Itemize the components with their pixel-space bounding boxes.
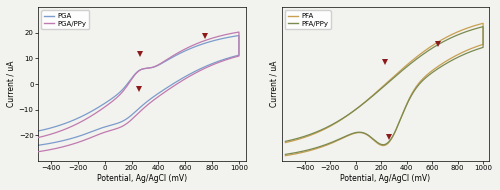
X-axis label: Potential, Ag/AgCl (mV): Potential, Ag/AgCl (mV) [96,174,187,183]
X-axis label: Potential, Ag/AgCl (mV): Potential, Ag/AgCl (mV) [340,174,430,183]
Y-axis label: Current / uA: Current / uA [7,61,16,107]
Legend: PGA, PGA/PPy: PGA, PGA/PPy [41,10,89,29]
Y-axis label: Current / uA: Current / uA [270,61,279,107]
Legend: PFA, PFA/PPy: PFA, PFA/PPy [285,10,331,29]
